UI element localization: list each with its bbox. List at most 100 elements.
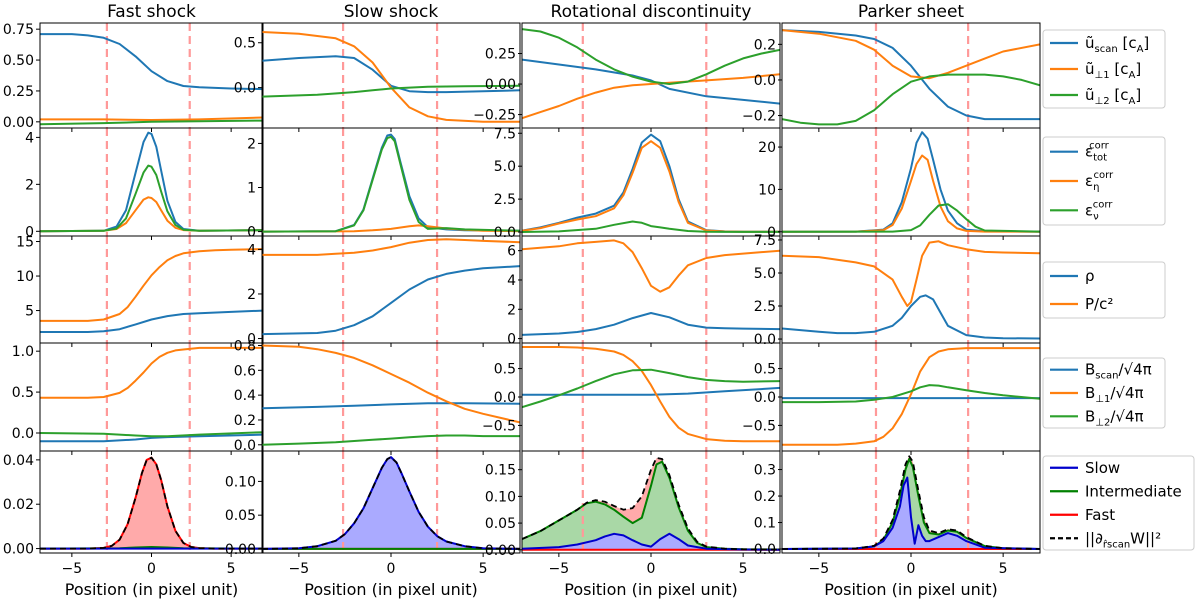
series-line-u_perp1 [40, 116, 263, 121]
series-line-rho [782, 294, 1040, 340]
y-tick-label: 0.0 [494, 390, 516, 406]
x-tick-label: 5 [479, 561, 488, 577]
series-line-eps_eta [40, 196, 263, 233]
y-tick-label: 6 [507, 244, 516, 260]
y-tick-label: 0.0 [754, 332, 776, 348]
axes-frame [521, 342, 781, 452]
plot-area [262, 343, 520, 451]
y-tick-label: 0 [25, 224, 34, 240]
plot-area [522, 236, 780, 343]
y-tick-label: 4 [507, 273, 516, 289]
y-tick-label: 2 [25, 177, 34, 193]
series-line-u_scan [522, 58, 780, 105]
fill-intermediate [522, 461, 780, 550]
axes-frame [781, 342, 1041, 452]
y-tick-label: 2 [247, 287, 256, 303]
y-tick-label: 0 [247, 225, 256, 241]
series-line-eps_eta [782, 154, 1040, 233]
legend-row-4: Slow Intermediate Fast ||∂r̂scanW||² [1042, 455, 1195, 551]
y-tick-label: 5.0 [494, 159, 516, 175]
y-tick-label: 0.5 [12, 385, 34, 401]
y-tick-label: 0.0 [754, 542, 776, 558]
series-line-eps_nu [40, 164, 263, 233]
series-line-B_perp2 [40, 431, 263, 438]
y-tick-label: 0.15 [485, 463, 516, 479]
legend-row-1: εtotcorr εηcorr ενcorr [1042, 136, 1166, 226]
plot-area [782, 128, 1040, 236]
series-line-eps_nu [782, 203, 1040, 233]
x-axis-label: Position (in pixel unit) [304, 580, 478, 599]
plot-area [40, 236, 263, 343]
series-line-total [782, 455, 1040, 550]
y-tick-label: 2.5 [494, 192, 516, 208]
y-tick-label: 20 [758, 140, 776, 156]
legend-label: Bscan/√4π [1085, 361, 1152, 382]
fill-intermediate [782, 458, 1040, 550]
legend-label: εηcorr [1085, 170, 1114, 193]
plot-area [40, 451, 263, 553]
y-tick-label: 0.3 [754, 463, 776, 479]
panel-r2-c0: 5 10 15 [16, 235, 264, 347]
legend-label: ρ [1085, 267, 1095, 285]
series-line-B_scan [40, 433, 263, 443]
legend-label: P/c² [1085, 295, 1113, 313]
y-tick-label: 1 [247, 181, 256, 197]
x-tick-label: 5 [739, 561, 748, 577]
y-tick-label: 0.00 [3, 542, 34, 558]
axes-frame [261, 127, 521, 237]
series-line-P_over_c2 [40, 248, 263, 322]
y-tick-label: 0.25 [485, 47, 516, 63]
series-line-B_perp1 [40, 346, 263, 399]
y-tick-label: 0.10 [485, 489, 516, 505]
series-line-slow [782, 476, 1040, 550]
series-line-slow [262, 456, 520, 550]
series-line-P_over_c2 [262, 238, 520, 256]
panel-r2-c2: 0 2 4 6 [507, 235, 781, 348]
legend-label: Slow [1085, 459, 1120, 477]
y-tick-label: 0.05 [225, 508, 256, 524]
y-tick-label: 0.00 [225, 542, 256, 558]
panel-r1-c0: 0 2 4 [25, 127, 264, 240]
axes-frame [261, 342, 521, 452]
x-axis-label: Position (in pixel unit) [824, 580, 998, 599]
y-tick-label: 0.8 [234, 338, 256, 354]
plot-area [40, 343, 263, 451]
y-tick-label: 0.00 [485, 543, 516, 559]
y-tick-label: 0.50 [3, 53, 34, 69]
x-tick-label: 0 [387, 561, 396, 577]
panel-r3-c0: 0.0 0.5 1.0 [12, 342, 264, 455]
x-tick-label: −5 [289, 561, 310, 577]
series-line-B_perp1 [522, 346, 780, 443]
y-tick-label: 0.5 [494, 362, 516, 378]
x-tick-label: −5 [62, 561, 83, 577]
series-line-rho [522, 312, 780, 336]
legend-label: εtotcorr [1085, 141, 1110, 164]
y-tick-label: −0.25 [473, 108, 516, 124]
legend-row-0: ũscan [cA] ũ⊥1 [cA] ũ⊥2 [cA] [1042, 29, 1166, 109]
series-line-u_perp1 [782, 29, 1040, 80]
series-line-B_perp2 [782, 384, 1040, 404]
plot-area [262, 23, 520, 128]
panel-title: Parker sheet [858, 2, 965, 22]
axes-frame [521, 235, 781, 344]
x-tick-label: 5 [227, 561, 236, 577]
y-tick-label: 0.0 [494, 225, 516, 241]
y-tick-label: 0.2 [234, 413, 256, 429]
y-tick-label: 0.0 [234, 438, 256, 454]
legend-label: ||∂r̂scanW||² [1085, 529, 1161, 550]
y-tick-label: 0.1 [754, 516, 776, 532]
y-tick-label: 0.6 [234, 363, 256, 379]
fill-total [262, 457, 520, 549]
y-tick-label: −0.5 [482, 418, 516, 434]
legend-row-3: Bscan/√4πB⊥1/√4πB⊥2/√4π [1042, 357, 1166, 429]
series-line-u_perp2 [262, 84, 520, 98]
axes-frame [39, 235, 264, 344]
x-tick-label: 0 [647, 561, 656, 577]
plot-area [782, 343, 1040, 451]
legend-label: ũ⊥1 [cA] [1085, 60, 1141, 81]
y-tick-label: −0.5 [742, 418, 776, 434]
panel-r2-c1: 0 2 4 [247, 235, 521, 348]
plot-area [522, 451, 780, 553]
